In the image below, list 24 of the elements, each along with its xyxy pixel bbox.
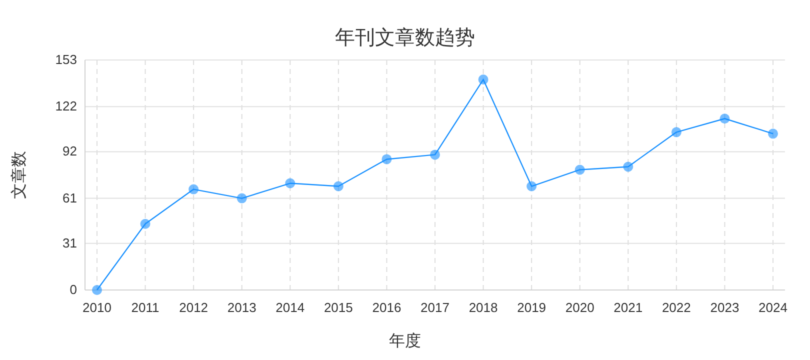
xtick: 2014 (276, 300, 305, 315)
xtick: 2019 (517, 300, 546, 315)
xlabel: 年度 (389, 333, 421, 350)
xtick: 2021 (614, 300, 643, 315)
ytick: 61 (62, 190, 77, 206)
ytick: 92 (62, 144, 77, 159)
xtick: 2010 (82, 300, 112, 315)
ytick: 31 (62, 235, 77, 250)
xtick: 2018 (468, 300, 498, 315)
xtick: 2017 (420, 300, 450, 315)
xtick: 2015 (324, 300, 353, 315)
xtick: 2016 (372, 300, 402, 315)
xtick: 2012 (179, 300, 208, 315)
ytick: 153 (55, 52, 77, 67)
xtick: 2013 (227, 300, 256, 315)
ytick: 0 (70, 282, 77, 297)
xtick: 2011 (131, 300, 160, 315)
xtick: 2023 (710, 300, 740, 315)
xtick: 2022 (662, 300, 691, 315)
xtick: 2020 (565, 300, 594, 315)
ylabel: 文章数 (11, 151, 28, 199)
ytick: 122 (55, 98, 77, 114)
title: 年刊文章数趋势 (335, 27, 475, 49)
xtick: 2024 (758, 300, 788, 315)
